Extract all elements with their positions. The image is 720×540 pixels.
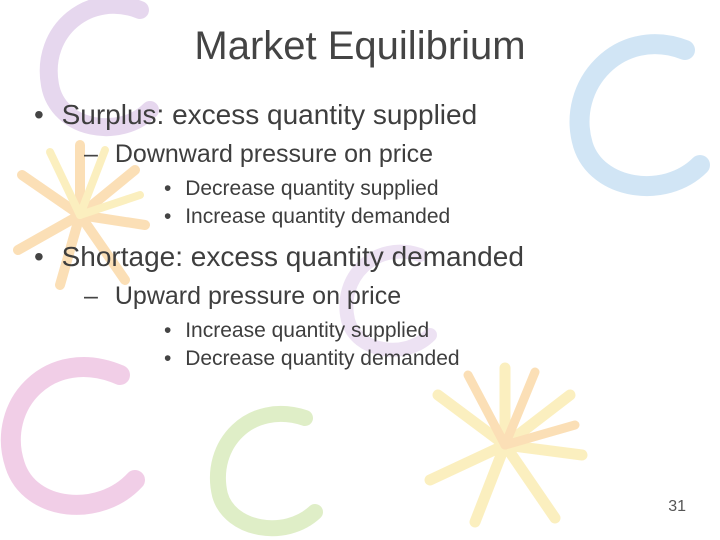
list-item: Upward pressure on price Increase quanti… [54, 280, 690, 373]
bullet-text: Increase quantity supplied [185, 319, 429, 342]
list-item: Downward pressure on price Decrease quan… [54, 138, 690, 231]
list-item: Increase quantity supplied [104, 317, 690, 345]
list-item: Decrease quantity demanded [104, 345, 690, 373]
bullet-text: Decrease quantity supplied [185, 177, 438, 200]
list-item: Decrease quantity supplied [104, 175, 690, 203]
list-item: Shortage: excess quantity demanded Upwar… [30, 239, 690, 373]
slide: Market Equilibrium Surplus: excess quant… [0, 0, 720, 540]
page-number: 31 [668, 498, 686, 516]
list-item: Increase quantity demanded [104, 203, 690, 231]
bullet-text: Upward pressure on price [115, 282, 401, 310]
bullet-text: Increase quantity demanded [185, 205, 450, 228]
bullet-text: Decrease quantity demanded [185, 347, 459, 370]
slide-content: Market Equilibrium Surplus: excess quant… [0, 0, 720, 540]
slide-title: Market Equilibrium [30, 24, 690, 69]
bullet-text: Downward pressure on price [115, 140, 433, 168]
bullet-list: Surplus: excess quantity supplied Downwa… [30, 97, 690, 373]
list-item: Surplus: excess quantity supplied Downwa… [30, 97, 690, 231]
bullet-text: Surplus: excess quantity supplied [62, 99, 478, 130]
bullet-text: Shortage: excess quantity demanded [62, 241, 524, 272]
